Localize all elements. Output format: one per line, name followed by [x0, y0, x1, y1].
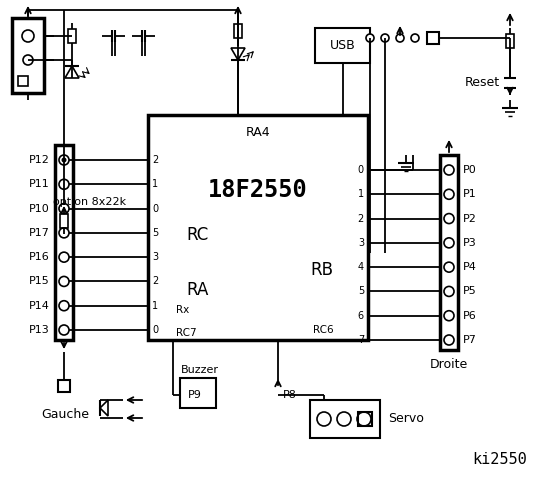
Circle shape — [59, 252, 69, 262]
Text: RB: RB — [310, 261, 333, 279]
Text: P9: P9 — [188, 390, 202, 400]
Bar — [234, 24, 242, 38]
Text: P11: P11 — [29, 180, 50, 189]
Circle shape — [381, 34, 389, 42]
Bar — [58, 380, 70, 392]
Text: P14: P14 — [29, 300, 50, 311]
Text: 6: 6 — [358, 311, 364, 321]
Text: 2: 2 — [152, 155, 158, 165]
Text: Reset: Reset — [465, 75, 500, 88]
Text: Gauche: Gauche — [41, 408, 89, 421]
Text: P0: P0 — [463, 165, 477, 175]
Text: ki2550: ki2550 — [473, 453, 528, 468]
Circle shape — [59, 204, 69, 214]
Bar — [427, 32, 439, 44]
Circle shape — [61, 157, 66, 163]
Text: P12: P12 — [29, 155, 50, 165]
Circle shape — [59, 155, 69, 165]
Circle shape — [444, 189, 454, 199]
Bar — [440, 155, 458, 350]
Text: P13: P13 — [29, 325, 50, 335]
Text: 2: 2 — [152, 276, 158, 287]
Text: P6: P6 — [463, 311, 477, 321]
Text: Buzzer: Buzzer — [181, 365, 219, 375]
Bar — [12, 18, 44, 93]
Text: 2: 2 — [358, 214, 364, 224]
Text: P3: P3 — [463, 238, 477, 248]
Circle shape — [337, 412, 351, 426]
Text: 5: 5 — [152, 228, 158, 238]
Bar — [310, 400, 380, 438]
Circle shape — [444, 165, 454, 175]
Circle shape — [396, 34, 404, 42]
Polygon shape — [65, 66, 79, 78]
Text: P5: P5 — [463, 287, 477, 297]
Text: P10: P10 — [29, 204, 50, 214]
Text: RC: RC — [186, 226, 208, 244]
Circle shape — [444, 287, 454, 297]
Text: RC6: RC6 — [313, 325, 333, 335]
Text: 1: 1 — [152, 180, 158, 189]
Text: P8: P8 — [283, 390, 297, 400]
Circle shape — [59, 300, 69, 311]
Text: RA: RA — [186, 281, 208, 299]
Text: 1: 1 — [152, 300, 158, 311]
Text: 1: 1 — [358, 189, 364, 199]
Circle shape — [444, 262, 454, 272]
Polygon shape — [231, 48, 245, 60]
Bar — [358, 412, 372, 426]
Circle shape — [317, 412, 331, 426]
Circle shape — [22, 30, 34, 42]
Circle shape — [59, 228, 69, 238]
Circle shape — [59, 180, 69, 189]
Text: 7: 7 — [358, 335, 364, 345]
Bar — [148, 115, 368, 340]
Text: Rx: Rx — [176, 305, 189, 315]
Bar — [180, 378, 216, 408]
Bar — [315, 28, 370, 63]
Text: 0: 0 — [358, 165, 364, 175]
Text: 5: 5 — [358, 287, 364, 297]
Text: P17: P17 — [29, 228, 50, 238]
Circle shape — [23, 55, 33, 65]
Text: P1: P1 — [463, 189, 477, 199]
Bar — [55, 145, 73, 340]
Text: RC7: RC7 — [176, 328, 197, 338]
Circle shape — [444, 238, 454, 248]
Text: P2: P2 — [463, 214, 477, 224]
Text: 3: 3 — [358, 238, 364, 248]
Text: 3: 3 — [152, 252, 158, 262]
Text: USB: USB — [330, 39, 356, 52]
Text: 18F2550: 18F2550 — [208, 178, 308, 202]
Text: 0: 0 — [152, 325, 158, 335]
Circle shape — [59, 325, 69, 335]
Text: 4: 4 — [358, 262, 364, 272]
Text: 0: 0 — [152, 204, 158, 214]
Text: Droite: Droite — [430, 358, 468, 371]
Text: RA4: RA4 — [246, 127, 270, 140]
Text: P4: P4 — [463, 262, 477, 272]
Bar — [18, 76, 28, 86]
Circle shape — [411, 34, 419, 42]
Circle shape — [444, 335, 454, 345]
Bar — [60, 214, 68, 228]
Bar — [506, 34, 514, 48]
Text: Servo: Servo — [388, 412, 424, 425]
Circle shape — [357, 412, 371, 426]
Text: P15: P15 — [29, 276, 50, 287]
Circle shape — [366, 34, 374, 42]
Circle shape — [444, 311, 454, 321]
Text: option 8x22k: option 8x22k — [54, 197, 127, 207]
Text: P16: P16 — [29, 252, 50, 262]
Circle shape — [59, 276, 69, 287]
Text: P7: P7 — [463, 335, 477, 345]
Circle shape — [444, 214, 454, 224]
Bar — [68, 29, 76, 43]
Polygon shape — [100, 400, 108, 416]
